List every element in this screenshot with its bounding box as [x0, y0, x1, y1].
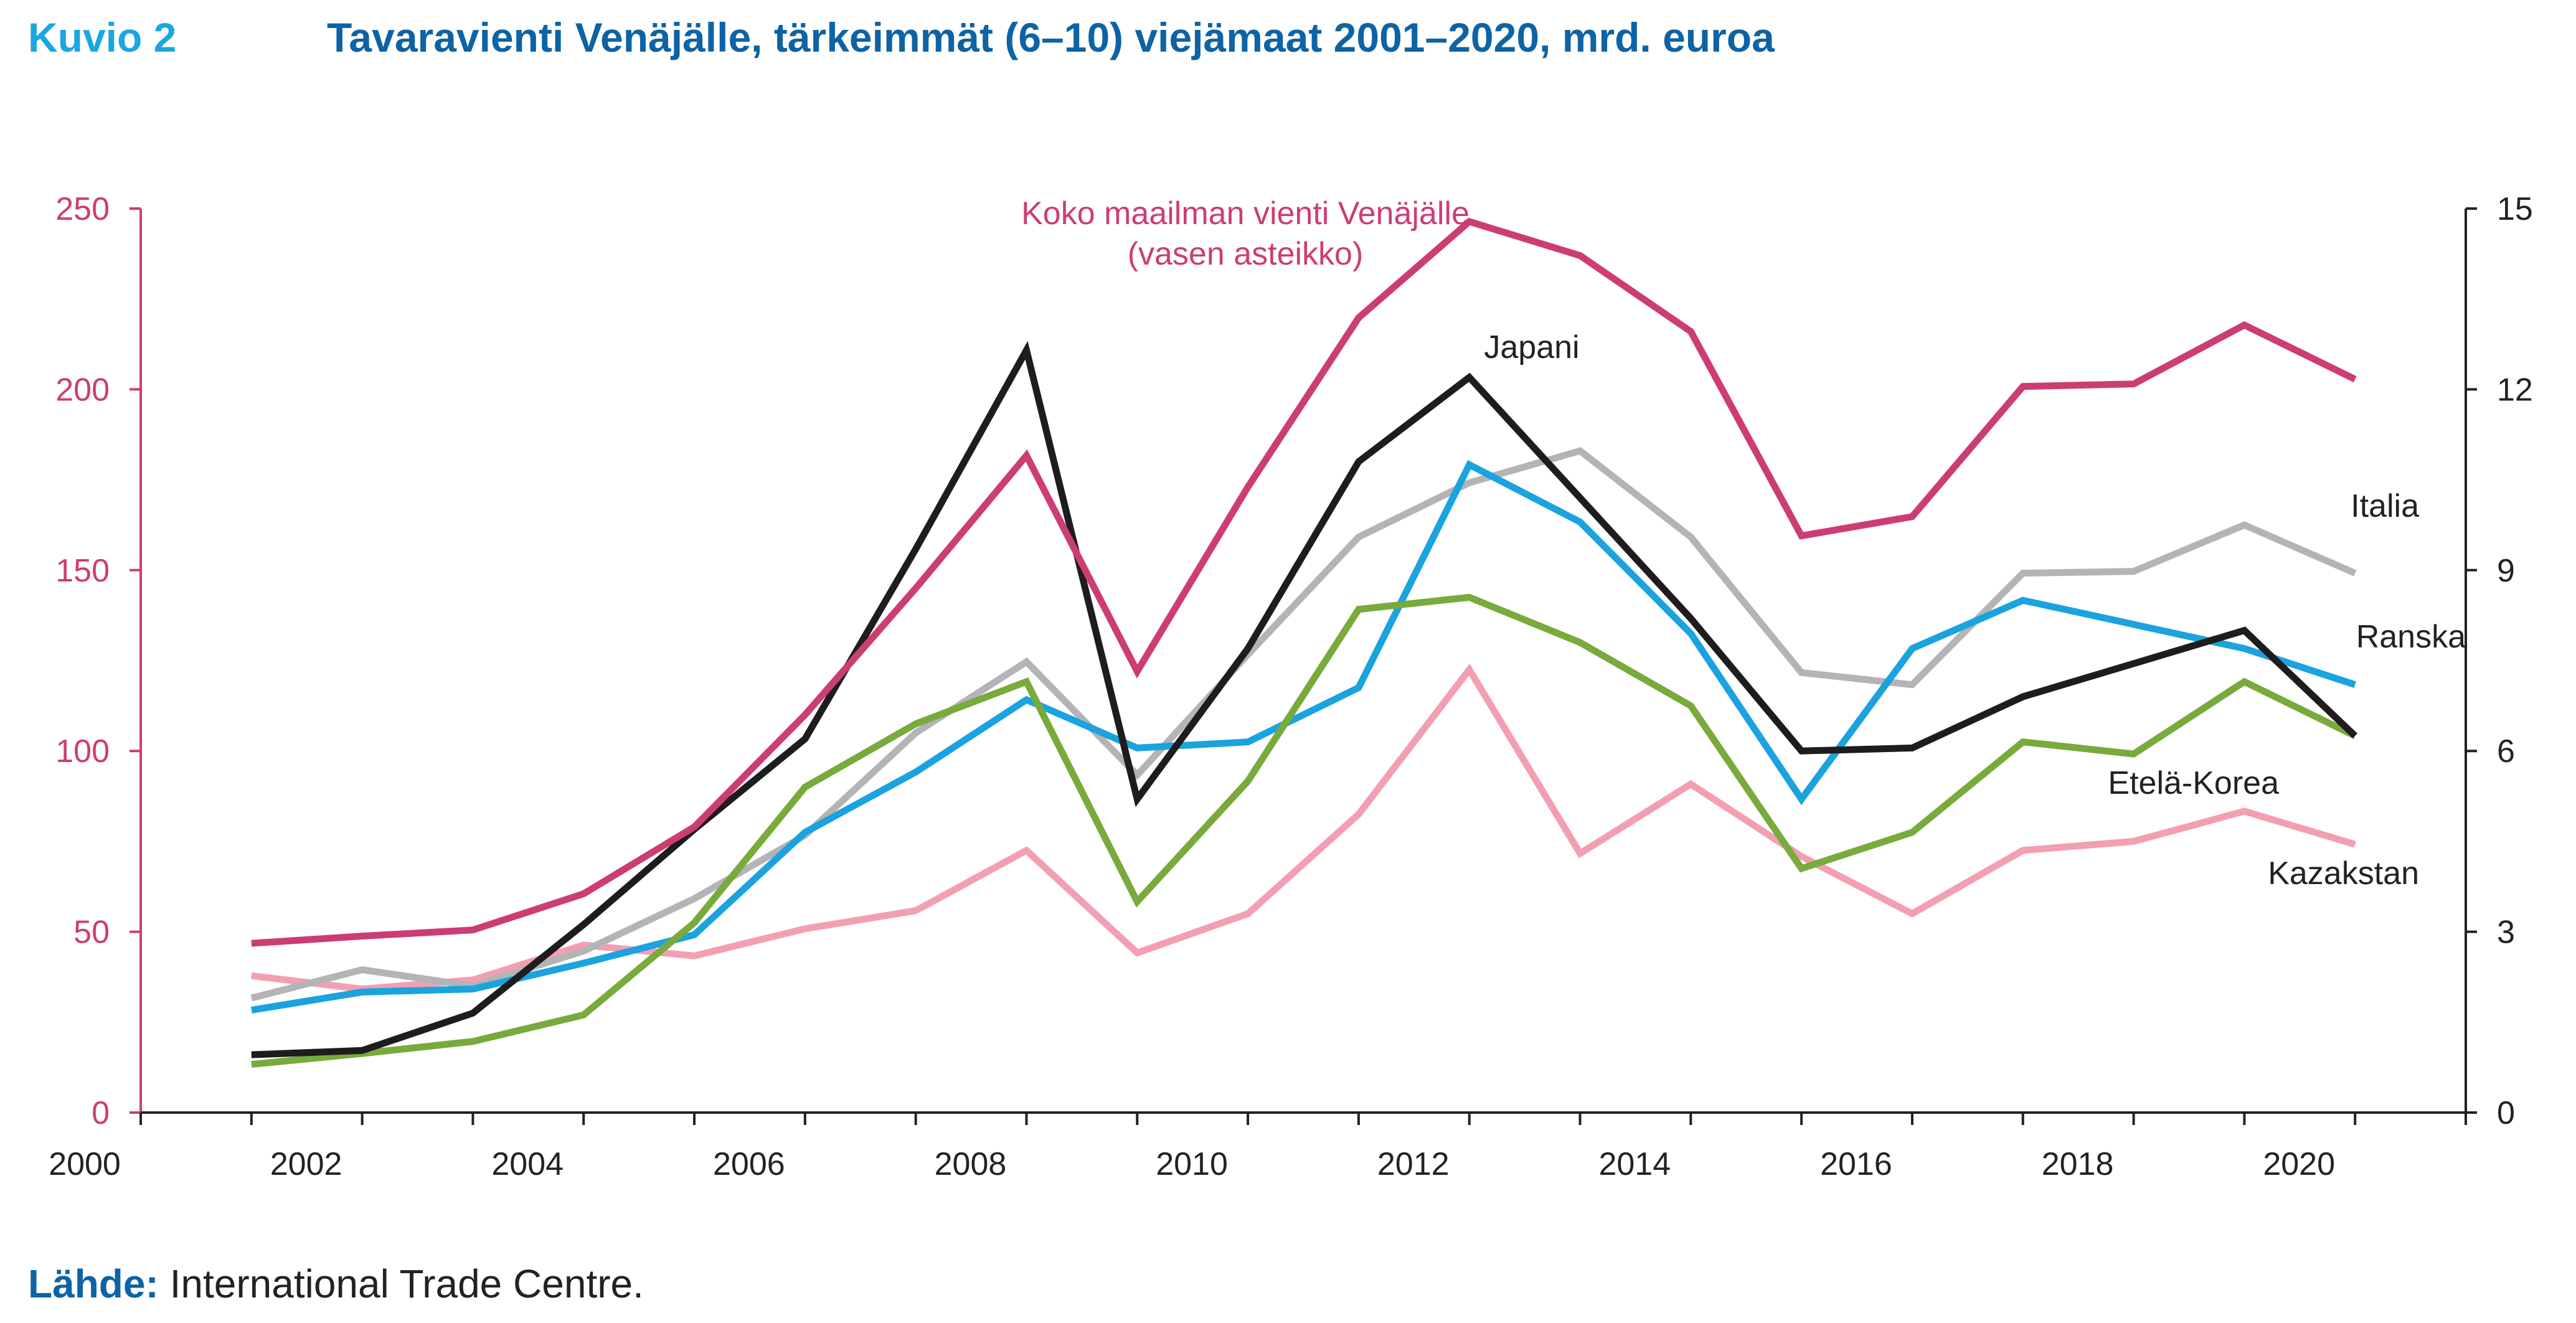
- right-tick-label: 15: [2497, 191, 2533, 227]
- x-tick-label: 2000: [49, 1146, 121, 1182]
- figure-header: Kuvio 2 Tavaravienti Venäjälle, tärkeimm…: [28, 6, 1775, 68]
- source-note: Lähde: International Trade Centre.: [28, 1261, 644, 1307]
- series-line-kazakstan: [251, 663, 2356, 993]
- x-tick-label: 2008: [935, 1146, 1007, 1182]
- left-tick-label: 0: [92, 1095, 110, 1131]
- series-line-etelä-korea: [251, 593, 2357, 1068]
- left-tick-label: 200: [55, 372, 110, 408]
- figure-label: Kuvio 2: [28, 14, 177, 60]
- series-line-japani: [251, 341, 2357, 1058]
- series-label-ranska: Ranska: [2356, 619, 2466, 655]
- left-tick-label: 100: [55, 733, 110, 770]
- right-tick-label: 3: [2497, 915, 2515, 951]
- series-label-japani: Japani: [1484, 329, 1579, 365]
- x-tick-label: 2004: [491, 1146, 564, 1182]
- left-tick-label: 250: [55, 191, 110, 227]
- x-tick-label: 2012: [1377, 1146, 1450, 1182]
- x-tick-label: 2016: [1820, 1146, 1892, 1182]
- series-label-world: Koko maailman vienti Venäjälle: [1021, 195, 1470, 232]
- x-tick-label: 2006: [713, 1146, 785, 1182]
- series-line-koko-maailman-vienti-venäjälle: [251, 217, 2357, 947]
- left-tick-label: 150: [55, 553, 110, 589]
- left-tick-label: 50: [73, 915, 110, 951]
- right-tick-label: 12: [2497, 372, 2533, 408]
- series-label-etelakorea: Etelä-Korea: [2108, 765, 2279, 801]
- source-label: Lähde:: [28, 1261, 159, 1306]
- series-label-world-sub: (vasen asteikko): [1128, 236, 1364, 272]
- series-line-italia: [250, 447, 2357, 1002]
- x-tick-label: 2018: [2042, 1146, 2114, 1182]
- figure-title: Tavaravienti Venäjälle, tärkeimmät (6–10…: [327, 14, 1775, 60]
- x-tick-label: 2010: [1156, 1146, 1228, 1182]
- series-line-ranska: [250, 459, 2356, 1014]
- x-tick-label: 2020: [2263, 1146, 2335, 1182]
- x-tick-label: 2002: [270, 1146, 342, 1182]
- series-label-italia: Italia: [2351, 488, 2419, 524]
- series-label-kazakstan: Kazakstan: [2268, 855, 2419, 892]
- right-tick-label: 9: [2497, 553, 2515, 589]
- right-tick-label: 0: [2497, 1095, 2515, 1131]
- source-text: International Trade Centre.: [158, 1261, 644, 1306]
- x-tick-label: 2014: [1598, 1146, 1671, 1182]
- right-tick-label: 6: [2497, 733, 2515, 770]
